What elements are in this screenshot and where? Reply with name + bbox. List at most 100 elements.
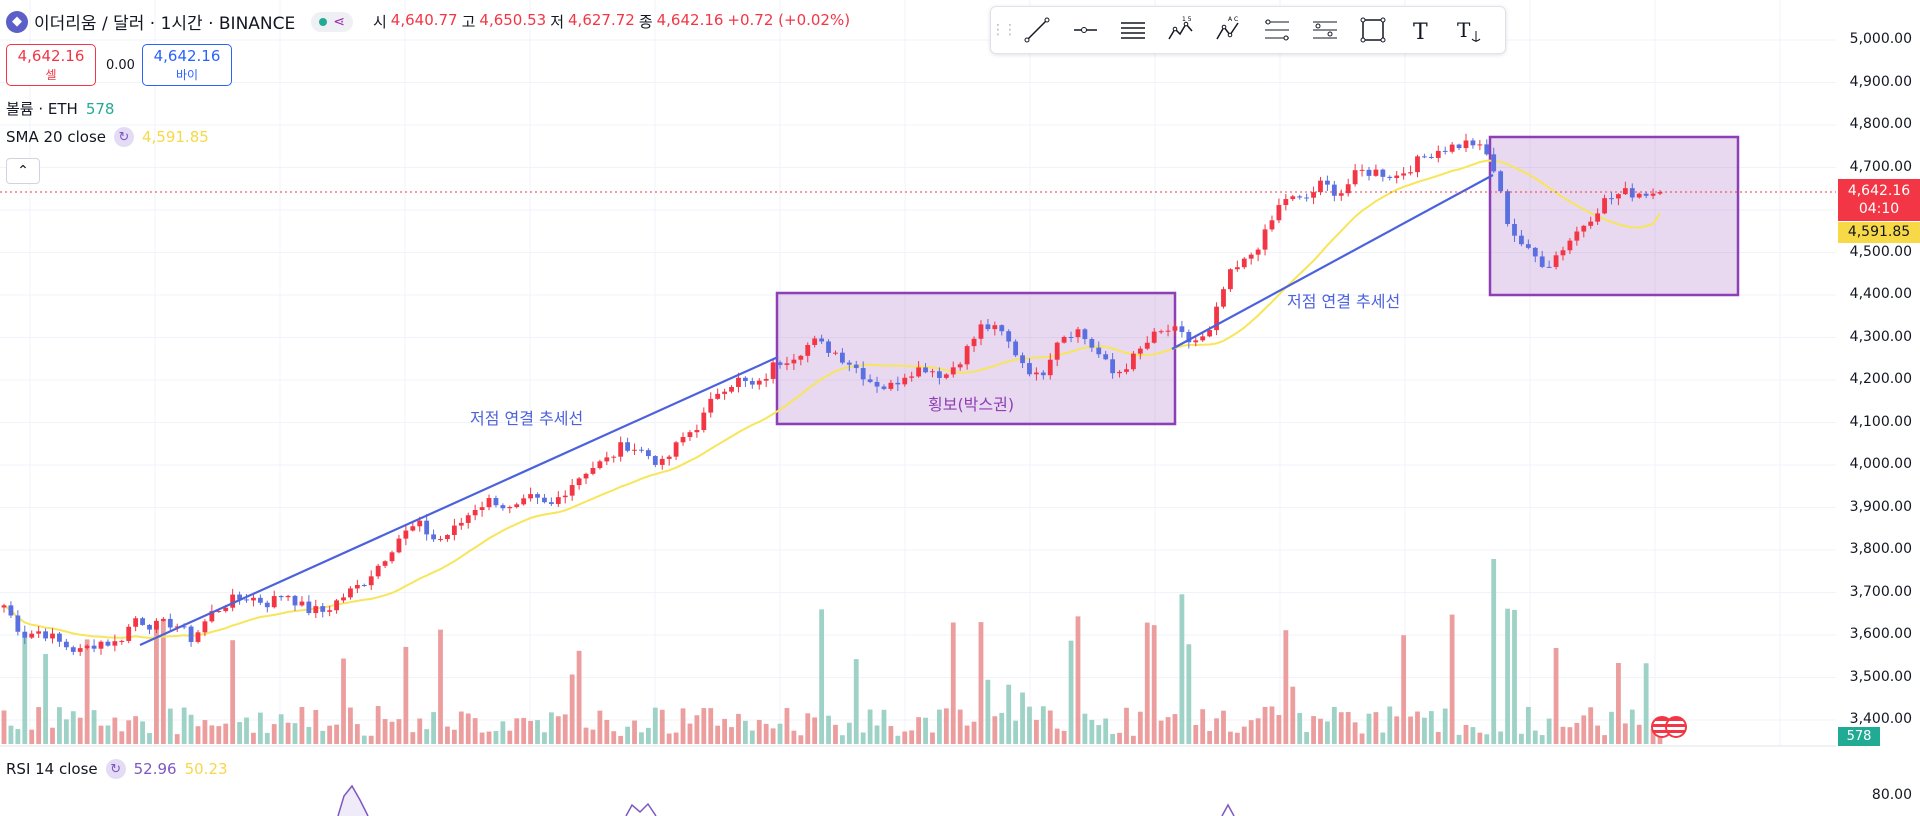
fib-retracement-icon[interactable]	[1253, 7, 1301, 53]
volume-bar	[791, 730, 797, 744]
cycle-icon[interactable]: ↻	[105, 759, 126, 779]
candle	[50, 628, 55, 644]
volume-bar	[1373, 712, 1379, 744]
candle	[673, 441, 679, 461]
volume-bar	[396, 719, 402, 744]
candle	[1616, 193, 1621, 206]
price-tick-label: 3,700.00	[1849, 583, 1912, 600]
trend-line-icon[interactable]	[1013, 7, 1061, 53]
volume-bar	[742, 720, 748, 744]
volume-bar	[1456, 734, 1462, 744]
trend-line[interactable]	[1171, 174, 1494, 350]
drag-handle-icon[interactable]: ⋮⋮	[991, 22, 1017, 38]
volume-bar	[673, 732, 679, 744]
volume-bar	[632, 720, 637, 744]
candle	[285, 594, 291, 601]
volume-bar	[154, 623, 159, 744]
box-label[interactable]: 횡보(박스권)	[928, 395, 1015, 414]
candle	[1124, 363, 1129, 375]
volume-bar	[777, 723, 783, 744]
sma-label: SMA 20 close	[6, 128, 106, 146]
volume-bar	[826, 715, 831, 744]
volume-bar	[1512, 609, 1517, 744]
candle	[251, 594, 256, 607]
volume-bar	[1650, 729, 1656, 744]
volume-bar	[590, 729, 596, 744]
rsi-legend[interactable]: RSI 14 close ↻ 52.96 50.23	[6, 759, 228, 779]
fib-extension-icon[interactable]	[1301, 7, 1349, 53]
volume-bar	[57, 707, 62, 744]
volume-bar	[597, 710, 603, 744]
svg-text:T: T	[1413, 20, 1428, 45]
volume-bar	[1588, 707, 1594, 744]
price-tick-label: 3,400.00	[1849, 711, 1912, 727]
economic-events[interactable]	[1651, 716, 1695, 740]
candle	[320, 603, 326, 618]
volume-label: 볼륨 · ETH	[6, 100, 78, 118]
range-box[interactable]	[1488, 135, 1740, 297]
collapse-button[interactable]: ⌃	[6, 158, 40, 184]
candle	[1622, 181, 1628, 196]
sma-legend[interactable]: SMA 20 close ↻ 4,591.85	[6, 127, 209, 147]
volume-legend[interactable]: 볼륨 · ETH 578	[6, 98, 114, 119]
buy-button[interactable]: 4,642.16 바이	[142, 44, 232, 86]
text-icon[interactable]: T	[1397, 7, 1445, 53]
price-tick-label: 4,400.00	[1849, 286, 1912, 302]
volume-bar	[1234, 732, 1240, 744]
price-tick-label: 3,800.00	[1849, 541, 1912, 557]
horizontal-ray-icon[interactable]	[1061, 7, 1109, 53]
parallel-channel-icon[interactable]	[1109, 7, 1157, 53]
candle	[846, 360, 852, 372]
candle	[763, 373, 769, 388]
cycle-icon[interactable]: ↻	[113, 127, 134, 147]
candle	[1477, 139, 1483, 151]
volume-bar	[687, 723, 693, 744]
trendline-label[interactable]: 저점 연결 추세선	[470, 409, 584, 428]
candle	[625, 437, 630, 453]
candle	[29, 630, 35, 639]
volume-bar	[1519, 733, 1524, 744]
sell-button[interactable]: 4,642.16 셀	[6, 44, 96, 86]
trendline-label[interactable]: 저점 연결 추세선	[1287, 292, 1401, 311]
candle	[1200, 332, 1206, 343]
us-flag-icon[interactable]	[1665, 716, 1687, 738]
volume-bar	[292, 723, 298, 744]
candle	[881, 384, 887, 391]
trend-line[interactable]	[139, 355, 779, 647]
candle	[278, 595, 284, 601]
market-status[interactable]: ⋖	[311, 11, 353, 32]
volume-bar	[978, 622, 984, 744]
share-icon[interactable]: ⋖	[333, 13, 345, 30]
candle	[819, 334, 825, 344]
volume-bar	[1616, 662, 1621, 744]
candle	[1595, 208, 1601, 225]
symbol-title[interactable]: 이더리움 / 달러 · 1시간 · BINANCE	[34, 14, 296, 34]
volume-bar	[160, 619, 166, 744]
candle	[1089, 337, 1095, 352]
candle	[659, 455, 665, 470]
candle	[632, 443, 637, 455]
candle	[1020, 352, 1025, 369]
volume-bar	[805, 713, 811, 744]
volume-bar	[722, 718, 728, 744]
svg-text:1 5: 1 5	[1182, 16, 1192, 23]
abc-pattern-icon[interactable]: A C	[1205, 7, 1253, 53]
volume-bar	[431, 712, 436, 744]
anchored-text-icon[interactable]: T	[1445, 7, 1493, 53]
candle	[1525, 239, 1531, 250]
volume-bar	[999, 712, 1005, 744]
volume-bar	[223, 723, 229, 744]
volume-bar	[348, 707, 353, 744]
candle	[1075, 326, 1081, 343]
volume-bar	[909, 730, 915, 744]
volume-bar	[1006, 684, 1012, 744]
rectangle-icon[interactable]	[1349, 7, 1397, 53]
candle	[957, 362, 963, 371]
volume-bar	[458, 711, 464, 744]
volume-bar	[140, 721, 145, 744]
candle	[562, 490, 568, 504]
volume-bar	[1498, 731, 1504, 744]
elliott-wave-icon[interactable]: 1 5	[1157, 7, 1205, 53]
volume-bar	[1629, 709, 1635, 744]
